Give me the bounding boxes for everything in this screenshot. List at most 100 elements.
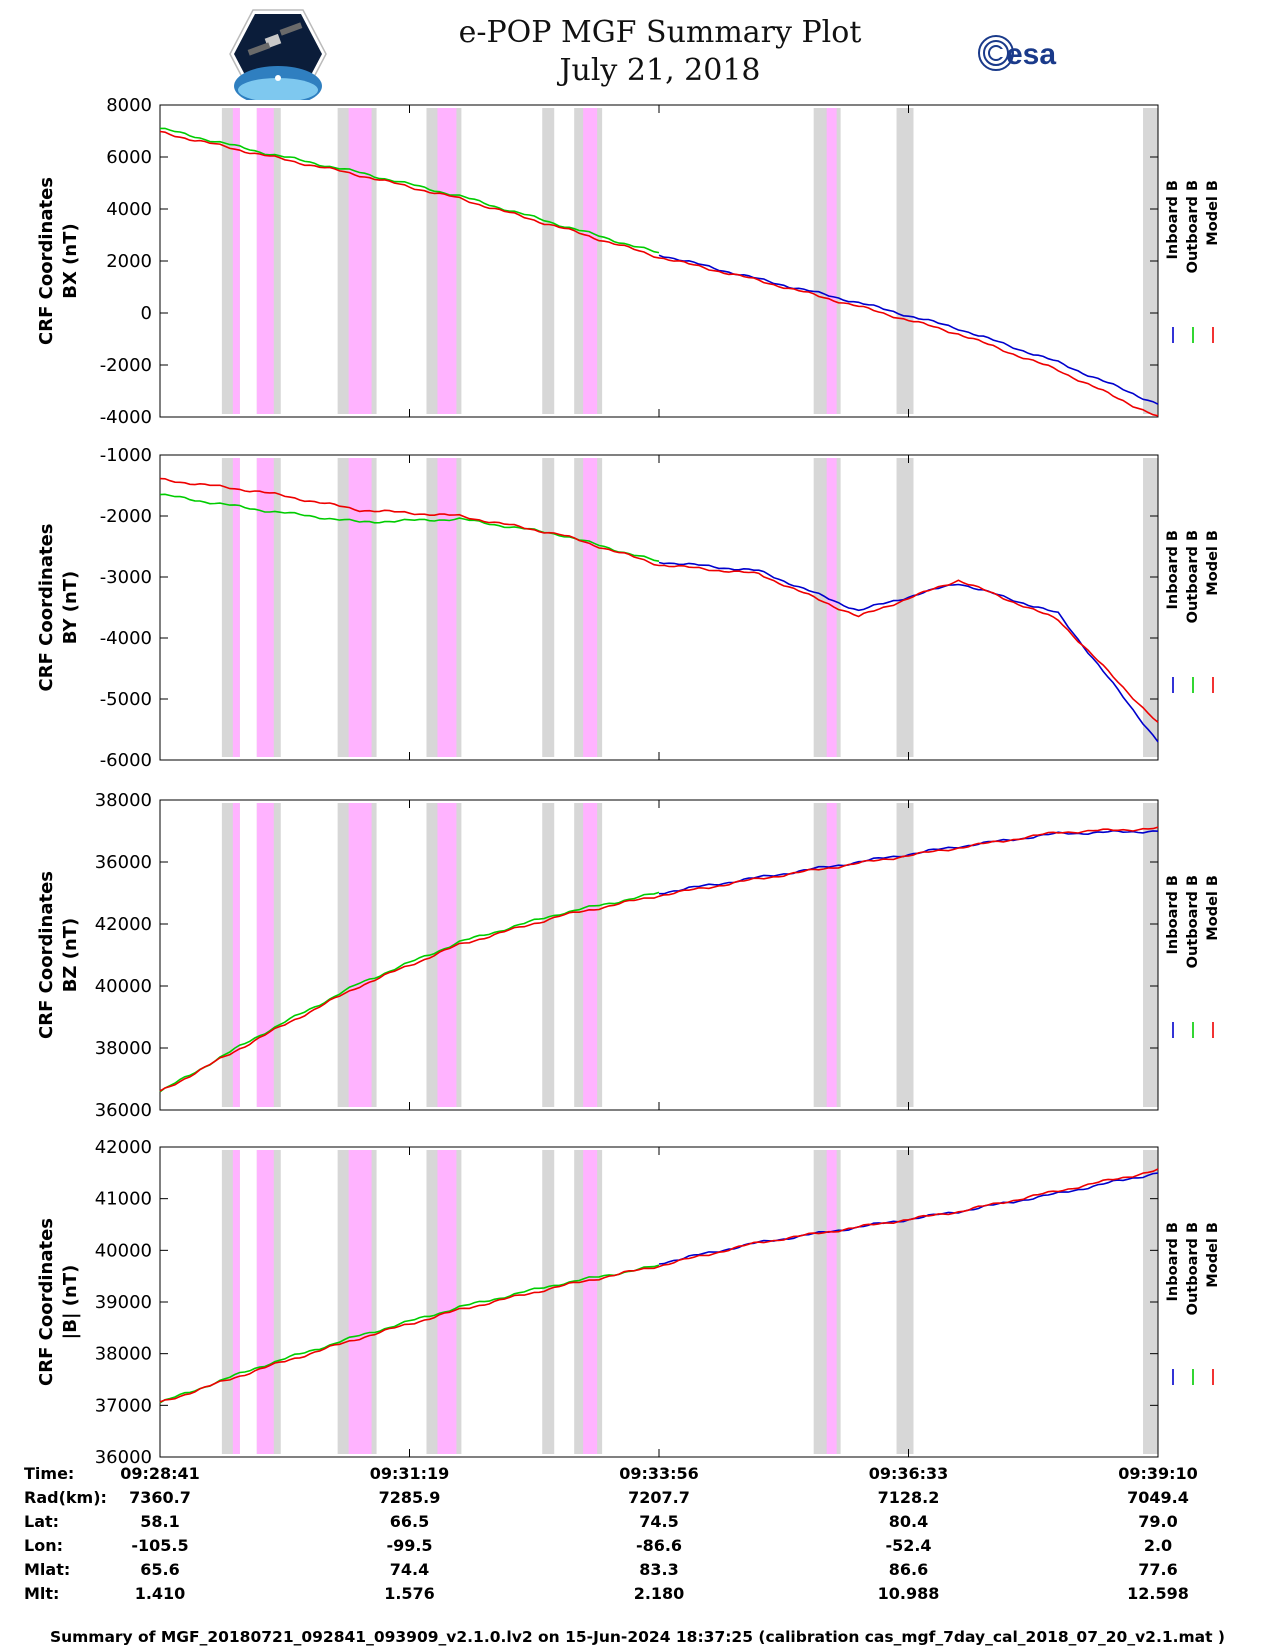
series-line-outboard-b	[159, 1264, 660, 1404]
gray-band	[896, 108, 914, 414]
y-tick-label: 38000	[95, 1038, 152, 1059]
y-axis-label: CRF Coordinates	[36, 871, 57, 1039]
gray-band	[542, 458, 555, 757]
y-tick-label: -4000	[100, 407, 152, 428]
y-axis-label: CRF Coordinates	[36, 524, 57, 692]
y-axis-label: CRF Coordinates	[36, 1218, 57, 1386]
footer-value-time: 09:31:19	[369, 1464, 450, 1483]
y-tick-label: 40000	[95, 976, 152, 997]
y-tick-label: 42000	[95, 1137, 152, 1158]
y-tick-label: 37000	[95, 1395, 152, 1416]
legend-entry: Outboard B	[1185, 1222, 1201, 1315]
footer-value-rad: 7360.7	[129, 1488, 191, 1507]
y-tick-label: -4000	[100, 628, 152, 649]
series-line-model-b	[159, 1168, 1159, 1403]
y-tick-label: 2000	[106, 251, 152, 272]
series-line-model-b	[159, 130, 1159, 417]
footer-value-lon: -52.4	[885, 1536, 932, 1555]
footer-value-mlt: 1.410	[134, 1584, 186, 1603]
footer-value-mlat: 65.6	[140, 1560, 180, 1579]
y-axis-label: BZ (nT)	[60, 918, 81, 993]
series-line-model-b	[159, 477, 1159, 723]
footer-value-mlt: 1.576	[384, 1584, 435, 1603]
pink-band	[583, 108, 598, 414]
esa-logo-text: esa	[1006, 38, 1056, 71]
footer-row-label: Mlt:	[24, 1584, 60, 1603]
pink-band	[256, 1150, 274, 1454]
gray-band	[542, 108, 555, 414]
y-tick-label: 36000	[95, 1100, 152, 1121]
pink-band	[348, 803, 372, 1107]
y-tick-label: 4000	[106, 199, 152, 220]
footer-value-lat: 74.5	[639, 1512, 679, 1531]
pink-band	[232, 108, 240, 414]
footer-value-mlt: 2.180	[633, 1584, 685, 1603]
legend-entry: Outboard B	[1185, 180, 1201, 273]
series-line-inboard-b	[658, 561, 1159, 743]
y-axis-label: BX (nT)	[60, 223, 81, 298]
footer-value-mlat: 83.3	[639, 1560, 679, 1579]
title-text: e-POP MGF Summary Plot	[458, 15, 862, 50]
plot-frame	[159, 799, 1159, 1111]
pink-band	[232, 1150, 240, 1454]
footer-row-label: Lon:	[24, 1536, 63, 1555]
footer-value-rad: 7128.2	[877, 1488, 940, 1507]
legend-entry: Model B	[1205, 180, 1221, 246]
footer-value-lat: 58.1	[140, 1512, 180, 1531]
series-line-model-b	[159, 826, 1159, 1092]
footer-value-mlat: 86.6	[888, 1560, 929, 1579]
series-line-inboard-b	[659, 829, 1159, 895]
pink-band	[348, 458, 372, 757]
chart-area: 8000 6000 4000 2000 0 -2000 -4000 CRF Coordinat…	[36, 95, 1221, 1468]
y-tick-label: 40000	[95, 1240, 152, 1261]
plot-frame	[159, 104, 1159, 418]
footer-value-rad: 7285.9	[378, 1488, 441, 1507]
gray-band	[542, 803, 555, 1107]
footer-value-lon: -86.6	[635, 1536, 683, 1555]
footer-row-label: Lat:	[24, 1512, 60, 1531]
y-tick-label: -2000	[100, 355, 152, 376]
esa-logo-icon: esa	[976, 28, 1096, 78]
footer-row-label: Rad(km):	[24, 1488, 107, 1507]
y-tick-label: 41000	[95, 1189, 152, 1210]
pink-band	[437, 458, 457, 757]
panel-4: 42000 41000 40000 39000 38000 37000 36000 CRF C…	[36, 1137, 1221, 1468]
footer-value-time: 09:39:10	[1118, 1464, 1198, 1483]
series-line-outboard-b	[160, 127, 660, 254]
y-tick-label: 38000	[95, 790, 152, 811]
pink-band	[348, 108, 372, 414]
pink-band	[826, 458, 837, 757]
y-tick-label: -1000	[100, 445, 152, 466]
pink-band	[437, 803, 457, 1107]
plot-title: e-POP MGF Summary Plot July 21, 2018	[380, 14, 940, 90]
legend-entry: Inboard B	[1165, 875, 1181, 954]
footer-value-lon: -105.5	[131, 1536, 189, 1555]
legend-entry: Model B	[1205, 1222, 1221, 1288]
panel-2: -1000 -2000 -3000 -4000 -5000 -6000 CRF Coordi…	[36, 445, 1221, 771]
footer-value-lon: 2.0	[1143, 1536, 1173, 1555]
y-axis-label: CRF Coordinates	[36, 177, 57, 345]
footer-value-lon: -99.5	[386, 1536, 433, 1555]
gray-band	[896, 1150, 914, 1454]
pink-band	[826, 1150, 837, 1454]
footer-value-lat: 79.0	[1138, 1512, 1178, 1531]
pink-band	[826, 108, 837, 414]
gray-band	[896, 458, 914, 757]
footer-value-mlt: 10.988	[877, 1584, 940, 1603]
legend-entry: Inboard B	[1165, 530, 1181, 609]
footer-value-mlt: 12.598	[1127, 1584, 1189, 1603]
footer-value-rad: 7207.7	[628, 1488, 690, 1507]
panel-1: 8000 6000 4000 2000 0 -2000 -4000 CRF Coordinat…	[36, 95, 1221, 428]
y-tick-label: 42000	[95, 914, 152, 935]
footer-value-lat: 80.4	[888, 1512, 929, 1531]
cassiope-logo-icon	[228, 8, 328, 106]
y-axis-label: |B| (nT)	[60, 1265, 81, 1340]
legend-entry: Outboard B	[1185, 530, 1201, 623]
y-tick-label: -6000	[100, 750, 152, 771]
footer-value-time: 09:36:33	[868, 1464, 949, 1483]
pink-band	[826, 803, 837, 1107]
y-tick-label: 38000	[95, 1344, 152, 1365]
legend-entry: Model B	[1205, 530, 1221, 596]
pink-band	[583, 458, 598, 757]
y-tick-label: 0	[141, 303, 152, 324]
